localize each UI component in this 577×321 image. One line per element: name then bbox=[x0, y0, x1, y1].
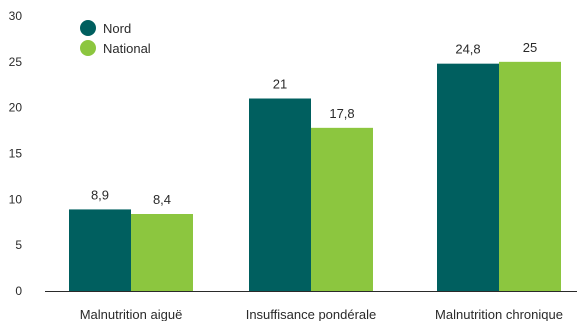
y-tick-label: 20 bbox=[9, 101, 23, 115]
y-tick-label: 25 bbox=[9, 55, 23, 69]
y-tick-label: 10 bbox=[9, 192, 23, 206]
data-label: 17,8 bbox=[329, 106, 354, 121]
category-label: Insuffisance pondérale bbox=[246, 307, 377, 321]
category-labels: Malnutrition aiguë Insuffisance pondérale… bbox=[80, 307, 563, 321]
bars: 8,9 8,4 21 17,8 24,8 25 bbox=[69, 40, 561, 292]
y-tick-label: 15 bbox=[9, 147, 23, 161]
bar-nord-2 bbox=[437, 63, 499, 291]
y-tick-label: 5 bbox=[15, 238, 22, 252]
data-label: 24,8 bbox=[455, 42, 480, 57]
y-axis: 0 5 10 15 20 25 30 bbox=[9, 9, 23, 298]
legend-label-national: National bbox=[103, 41, 151, 56]
category-label: Malnutrition chronique bbox=[435, 307, 563, 321]
y-tick-label: 0 bbox=[15, 284, 22, 298]
category-label: Malnutrition aiguë bbox=[80, 307, 183, 321]
data-label: 8,9 bbox=[91, 187, 109, 202]
legend: Nord National bbox=[80, 20, 151, 56]
bar-national-1 bbox=[311, 127, 373, 291]
bar-national-2 bbox=[499, 61, 561, 292]
y-tick-label: 30 bbox=[9, 9, 23, 23]
data-label: 8,4 bbox=[153, 192, 171, 207]
legend-marker-nord bbox=[80, 20, 96, 36]
legend-marker-national bbox=[80, 40, 96, 56]
legend-label-nord: Nord bbox=[103, 21, 131, 36]
bar-national-0 bbox=[131, 214, 193, 291]
bar-nord-1 bbox=[249, 98, 311, 291]
data-label: 25 bbox=[523, 40, 537, 55]
bar-nord-0 bbox=[69, 209, 131, 291]
data-label: 21 bbox=[273, 77, 287, 92]
